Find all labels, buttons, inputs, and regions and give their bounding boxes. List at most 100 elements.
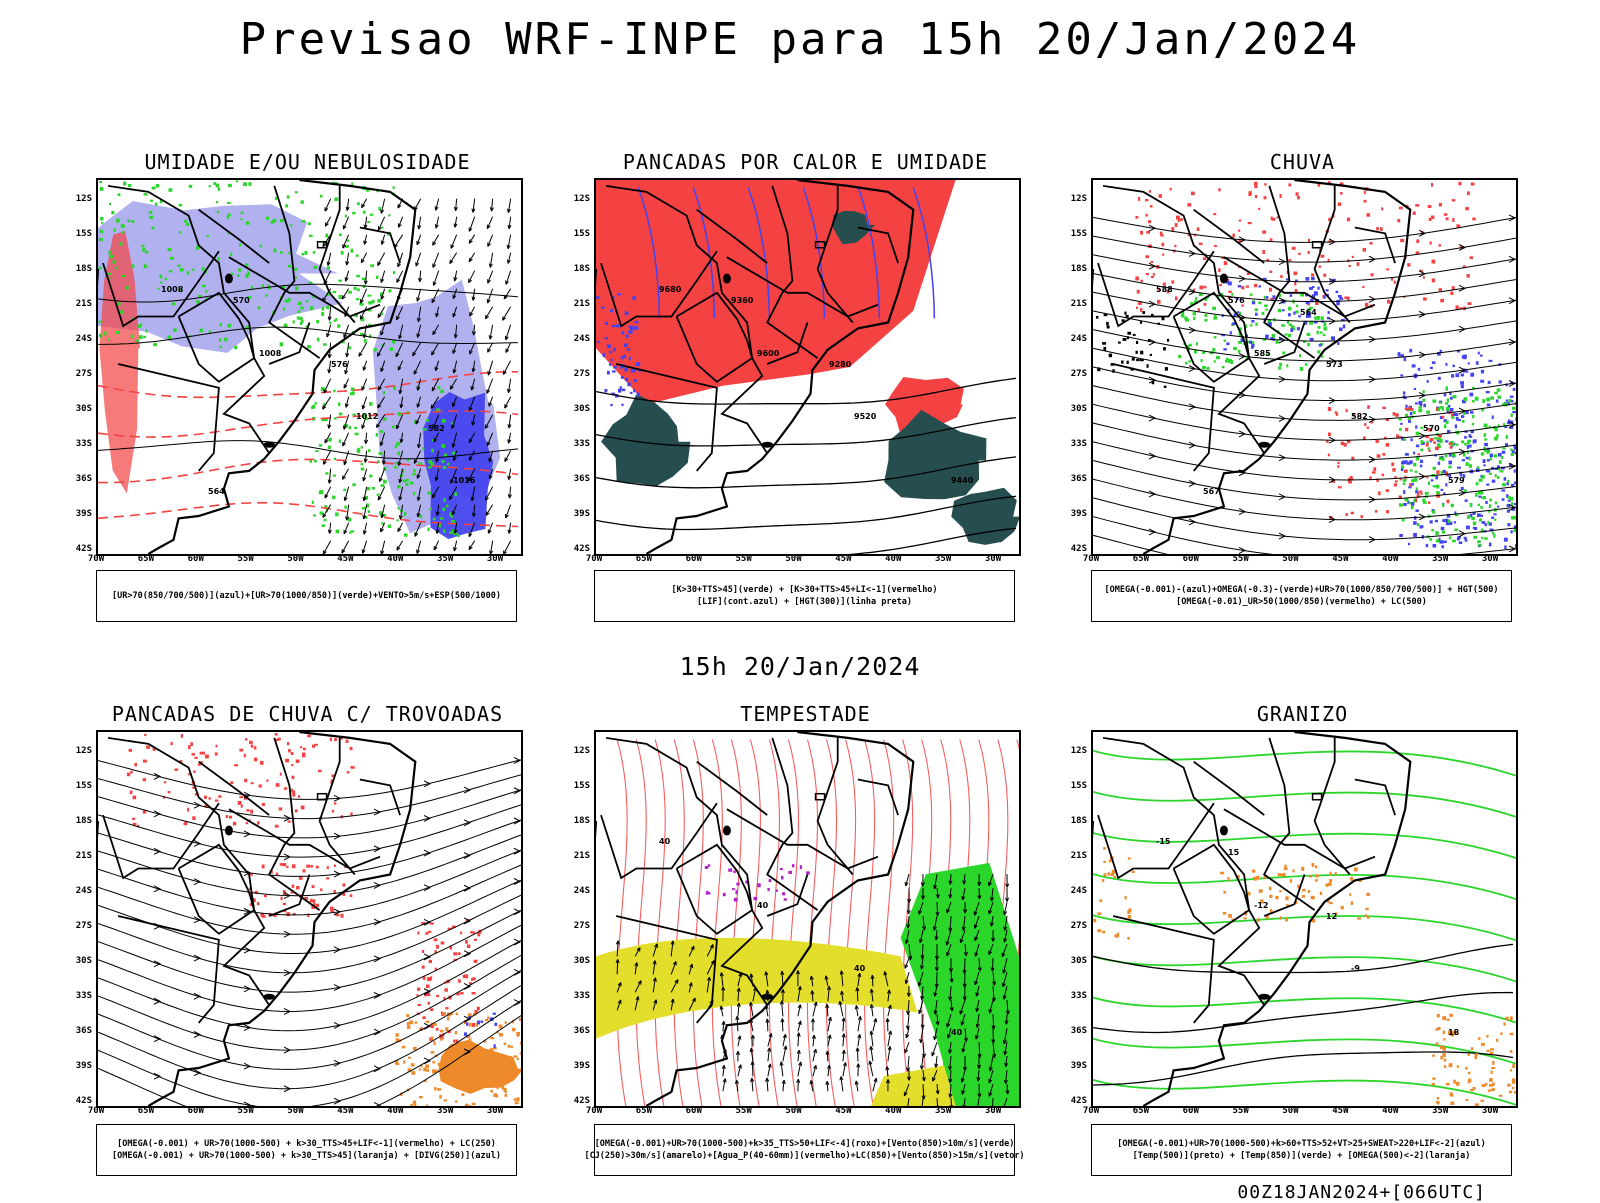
lat-tick-label: 21S [68, 851, 92, 861]
contour-label: 573 [1326, 360, 1343, 369]
lon-tick-label: 55W [1226, 1106, 1256, 1116]
lat-tick-label: 42S [566, 1096, 590, 1106]
lat-tick-label: 33S [1063, 439, 1087, 449]
lon-tick-label: 40W [1375, 1106, 1405, 1116]
lon-tick-label: 60W [679, 554, 709, 564]
legend-line: [CJ(250)>30m/s](amarelo)+[Agua_P(40-60mm… [584, 1150, 1024, 1162]
lon-tick-label: 45W [330, 554, 360, 564]
lat-tick-label: 42S [68, 544, 92, 554]
contour-label: -9 [1351, 964, 1360, 973]
lat-tick-label: 15S [68, 229, 92, 239]
lat-tick-label: 39S [68, 1061, 92, 1071]
lon-tick-label: 45W [828, 554, 858, 564]
contour-label: 576 [331, 360, 348, 369]
lat-tick-label: 39S [1063, 509, 1087, 519]
lon-tick-label: 55W [231, 554, 261, 564]
lat-tick-label: 30S [566, 404, 590, 414]
lat-tick-label: 18S [566, 264, 590, 274]
legend-box-granizo: [OMEGA(-0.001)+UR>70(1000-500)+k>60+TTS>… [1091, 1124, 1512, 1176]
contour-label: 1016 [453, 476, 476, 485]
legend-line: [OMEGA(-0.001)+UR>70(1000-500)+k>60+TTS>… [1117, 1138, 1485, 1150]
lat-tick-label: 33S [566, 991, 590, 1001]
lat-tick-label: 15S [566, 229, 590, 239]
lon-tick-label: 50W [1276, 554, 1306, 564]
lat-tick-label: 12S [68, 194, 92, 204]
lat-tick-label: 33S [566, 439, 590, 449]
lon-tick-label: 50W [779, 1106, 809, 1116]
contour-label: 40 [659, 837, 671, 846]
legend-line: [Temp(500)](preto) + [Temp(850)](verde) … [1133, 1150, 1471, 1162]
lat-tick-label: 27S [68, 369, 92, 379]
contour-label: 40 [951, 1028, 963, 1037]
lon-tick-label: 30W [1475, 554, 1505, 564]
lon-tick-label: 40W [380, 1106, 410, 1116]
contour-label: 1008 [259, 349, 282, 358]
lon-tick-label: 70W [1076, 1106, 1106, 1116]
lon-tick-label: 30W [1475, 1106, 1505, 1116]
lat-tick-label: 21S [566, 851, 590, 861]
contour-label: 576 [1228, 296, 1245, 305]
contour-label: 585 [1254, 349, 1271, 358]
lon-tick-label: 40W [1375, 554, 1405, 564]
legend-line: [OMEGA(-0.01)_UR>50(1000/850)(vermelho) … [1176, 596, 1427, 608]
lon-tick-label: 55W [231, 1106, 261, 1116]
lat-tick-label: 36S [566, 1026, 590, 1036]
lat-tick-label: 21S [1063, 851, 1087, 861]
lon-tick-label: 45W [1325, 1106, 1355, 1116]
lat-tick-label: 39S [566, 509, 590, 519]
contour-label: 582 [1351, 412, 1368, 421]
lat-tick-label: 21S [566, 299, 590, 309]
lon-tick-label: 60W [679, 1106, 709, 1116]
lat-tick-label: 30S [1063, 404, 1087, 414]
lon-tick-label: 60W [181, 554, 211, 564]
lon-tick-label: 65W [1126, 554, 1156, 564]
contour-label: 9440 [951, 476, 974, 485]
panel-title-umidade: UMIDADE E/OU NEBULOSIDADE [96, 150, 519, 174]
lon-tick-label: 60W [1176, 1106, 1206, 1116]
legend-box-tempestade: [OMEGA(-0.001)+UR>70(1000-500)+k>35_TTS>… [594, 1124, 1015, 1176]
legend-line: [UR>70(850/700/500)](azul)+[UR>70(1000/8… [112, 590, 501, 602]
lon-tick-label: 60W [1176, 554, 1206, 564]
lon-tick-label: 40W [878, 1106, 908, 1116]
lon-tick-label: 35W [430, 554, 460, 564]
lat-tick-label: 27S [566, 369, 590, 379]
lon-tick-label: 50W [1276, 1106, 1306, 1116]
lat-tick-label: 18S [566, 816, 590, 826]
contour-label: 15 [1228, 848, 1240, 857]
lon-tick-label: 55W [729, 554, 759, 564]
map-panel-trovoadas [96, 730, 523, 1108]
lat-tick-label: 18S [1063, 816, 1087, 826]
panel-title-chuva: CHUVA [1091, 150, 1514, 174]
contour-label: -15 [1156, 837, 1171, 846]
lat-tick-label: 21S [1063, 299, 1087, 309]
contour-label: 582 [428, 424, 445, 433]
lon-tick-label: 70W [579, 1106, 609, 1116]
contour-label: 570 [1423, 424, 1440, 433]
lon-tick-label: 70W [81, 554, 111, 564]
lat-tick-label: 12S [566, 194, 590, 204]
lon-tick-label: 55W [729, 1106, 759, 1116]
legend-line: [OMEGA(-0.001) + UR>70(1000-500) + k>30_… [112, 1150, 501, 1162]
lat-tick-label: 24S [566, 886, 590, 896]
contour-label: 9520 [854, 412, 877, 421]
lat-tick-label: 24S [1063, 334, 1087, 344]
contour-label: 588 [1156, 285, 1173, 294]
lat-tick-label: 21S [68, 299, 92, 309]
lat-tick-label: 42S [1063, 544, 1087, 554]
lat-tick-label: 39S [68, 509, 92, 519]
lat-tick-label: 12S [1063, 746, 1087, 756]
lat-tick-label: 33S [68, 439, 92, 449]
lon-tick-label: 35W [1425, 1106, 1455, 1116]
legend-box-chuva: [OMEGA(-0.001)-(azul)+OMEGA(-0.3)-(verde… [1091, 570, 1512, 622]
legend-line: [OMEGA(-0.001)-(azul)+OMEGA(-0.3)-(verde… [1104, 584, 1498, 596]
contour-label: 564 [208, 487, 225, 496]
lon-tick-label: 35W [430, 1106, 460, 1116]
lat-tick-label: 39S [566, 1061, 590, 1071]
lon-tick-label: 45W [1325, 554, 1355, 564]
lon-tick-label: 30W [978, 1106, 1008, 1116]
contour-label: 12 [1326, 912, 1337, 921]
